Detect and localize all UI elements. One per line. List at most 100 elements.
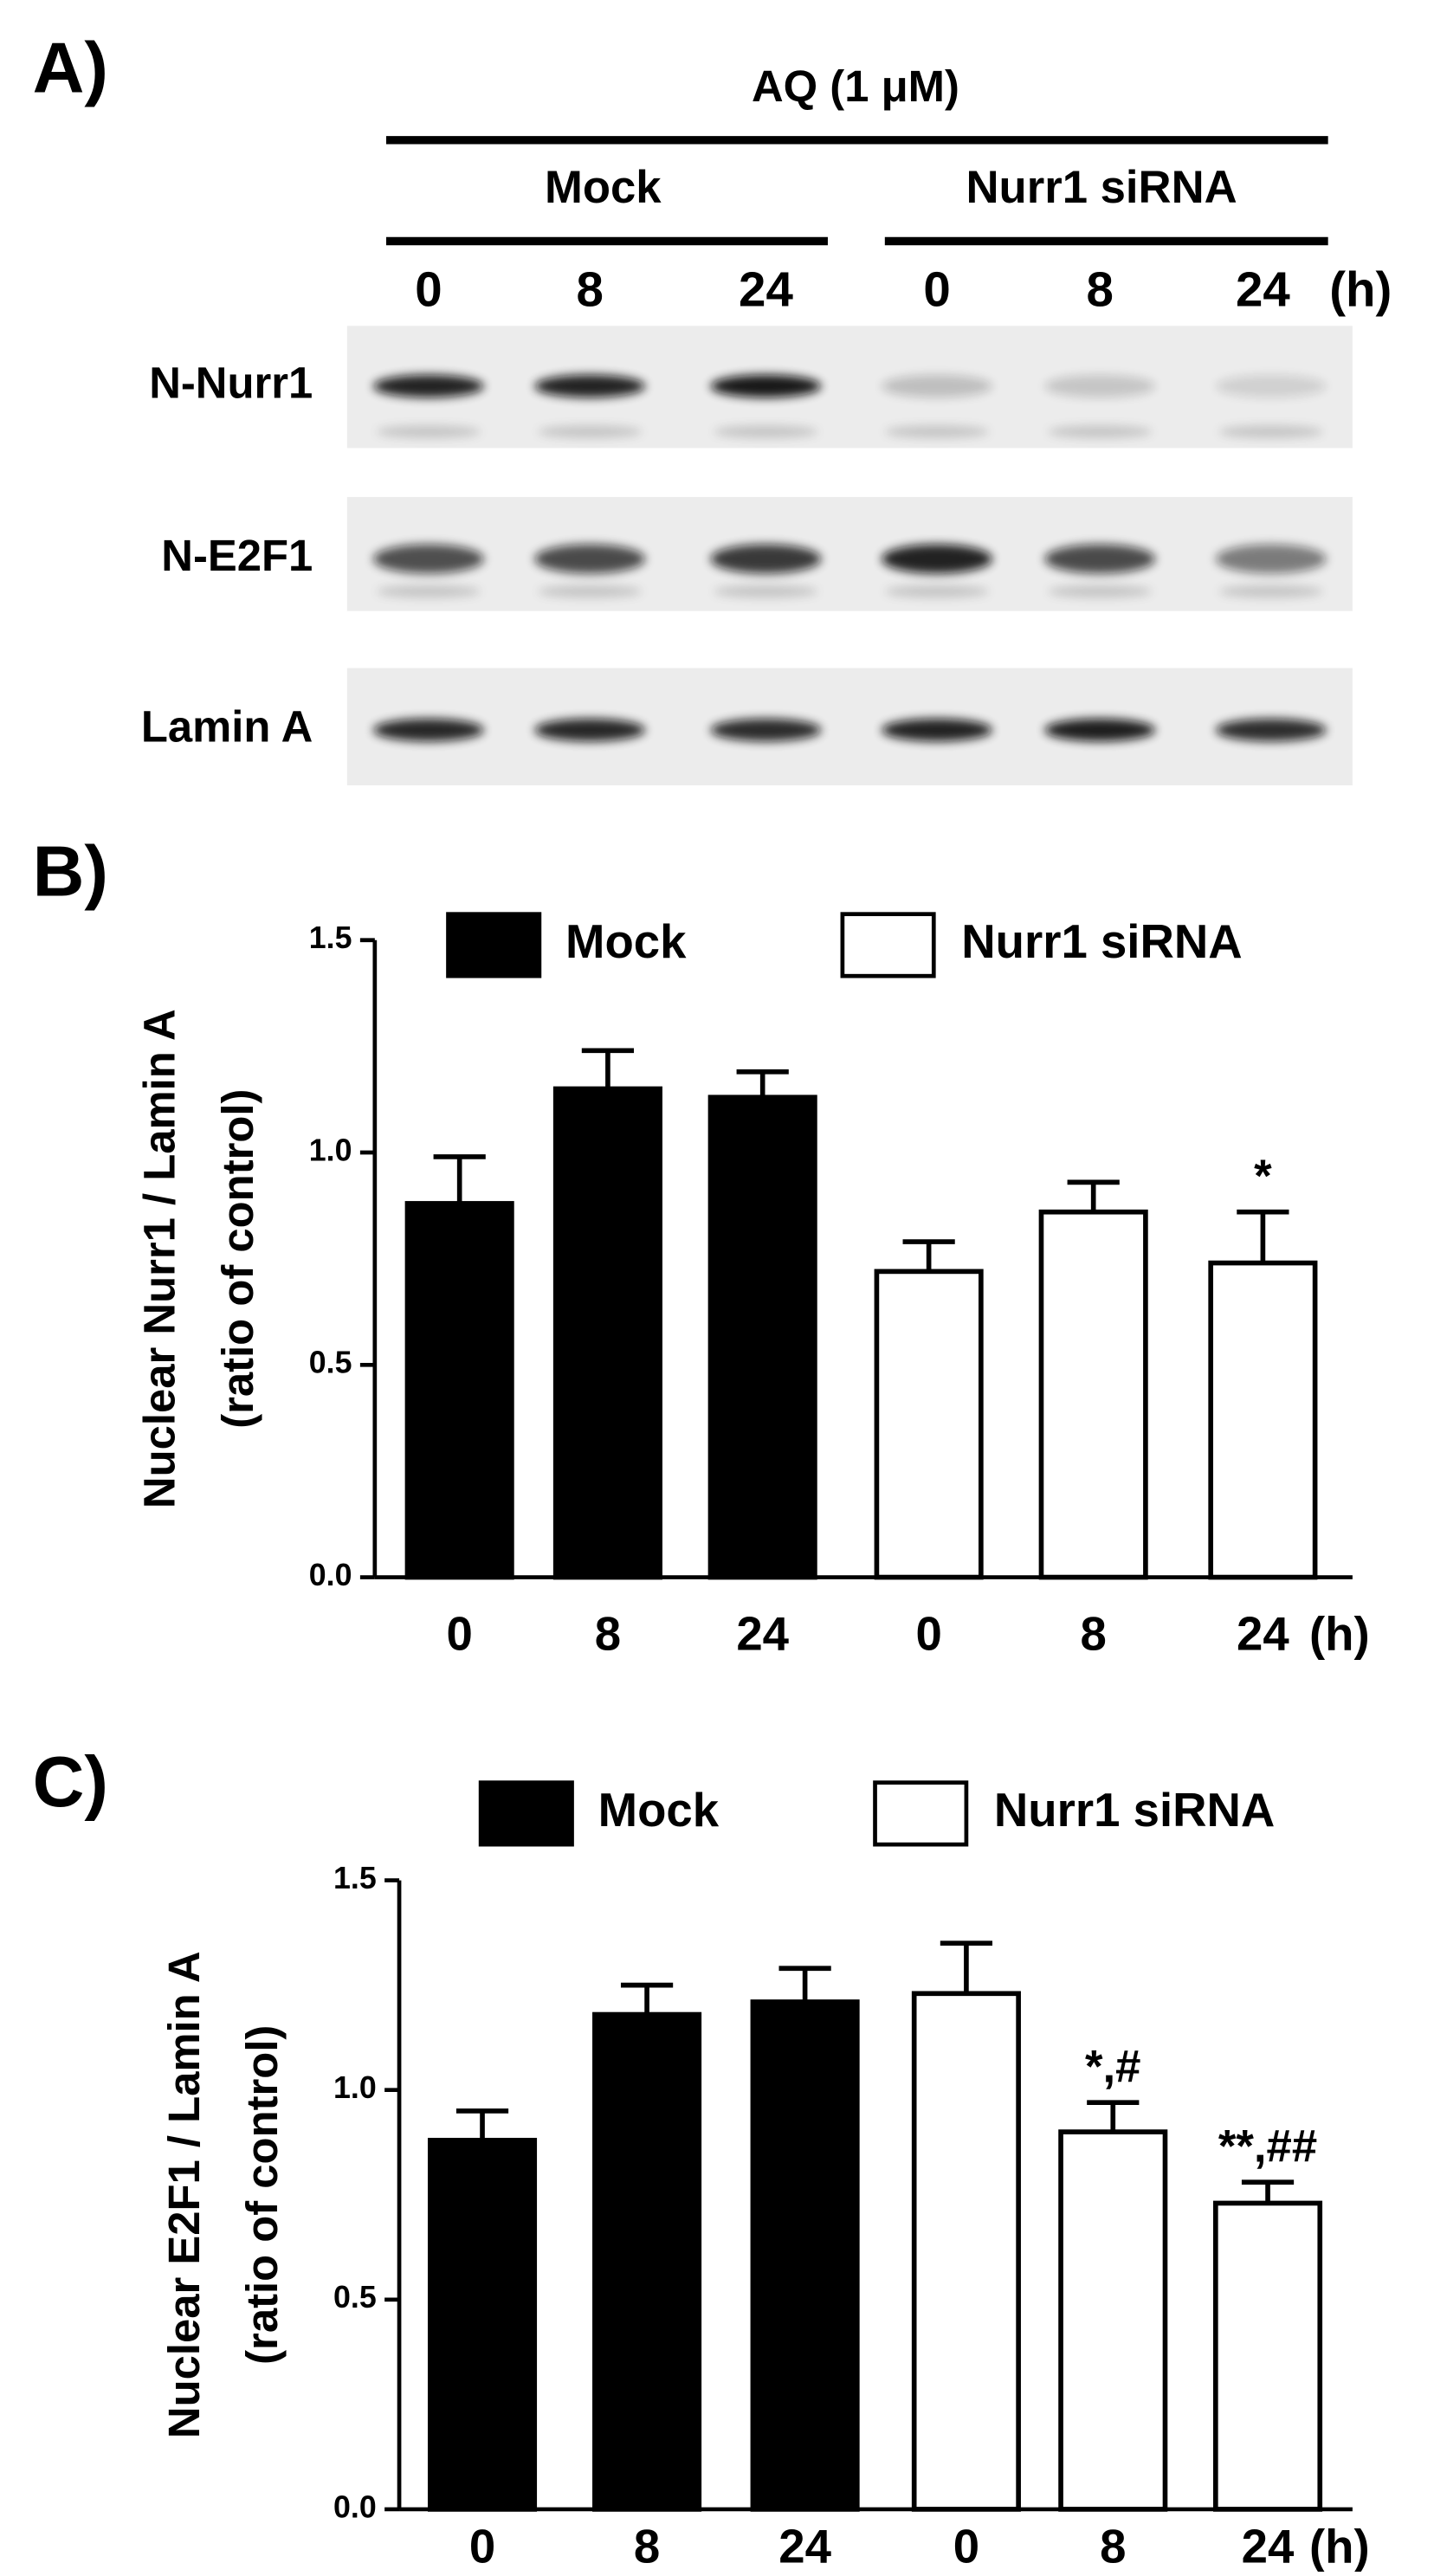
bar (427, 2137, 538, 2512)
bar (552, 1086, 662, 1580)
y-tick-label: 1.5 (333, 1861, 377, 1895)
y-tick-label: 1.0 (333, 2070, 377, 2105)
lane-time: 24 (1236, 262, 1290, 317)
lane-time: 0 (923, 262, 950, 317)
panel-label: A) (33, 28, 108, 108)
blot-band (1215, 718, 1327, 742)
legend-label: Mock (565, 915, 687, 968)
blot-band-faint (1047, 425, 1153, 439)
blot-band (882, 374, 993, 398)
lane-time: 0 (415, 262, 442, 317)
legend-swatch (873, 1780, 969, 1847)
blot-band (1044, 544, 1156, 574)
bar (1058, 2129, 1168, 2512)
blot-band (1215, 374, 1327, 398)
x-axis-label: (h) (1309, 2520, 1370, 2572)
group-label: Mock (545, 162, 662, 213)
y-axis-label: (ratio of control) (237, 2025, 287, 2365)
x-tick-label: 24 (1242, 2520, 1295, 2572)
group-label: Nurr1 siRNA (966, 162, 1237, 213)
blot-band (372, 544, 484, 574)
bar (592, 2011, 702, 2512)
y-axis-label: (ratio of control) (213, 1089, 262, 1429)
legend-swatch (840, 912, 936, 978)
blot-band (882, 718, 993, 742)
blot-band (1044, 718, 1156, 742)
legend-label: Mock (598, 1784, 720, 1837)
blot-background (346, 668, 1353, 786)
y-axis-label: Nuclear E2F1 / Lamin A (159, 1951, 209, 2438)
y-tick-label: 0.5 (309, 1346, 352, 1380)
blot-band-faint (376, 425, 481, 439)
blot-band-faint (714, 425, 818, 439)
x-tick-label: 24 (778, 2520, 831, 2572)
legend-label: Nurr1 siRNA (961, 915, 1242, 968)
y-tick-label: 1.0 (309, 1133, 352, 1167)
x-axis-label: (h) (1309, 1608, 1370, 1661)
bar (750, 1999, 860, 2512)
x-tick-label: 24 (736, 1608, 789, 1661)
blot-band-faint (884, 425, 990, 439)
y-axis-label: Nuclear Nurr1 / Lamin A (135, 1009, 184, 1508)
blot-row-label: Lamin A (141, 701, 313, 751)
lane-time: 8 (1087, 262, 1114, 317)
blot-band-faint (1218, 425, 1324, 439)
blot-band (1215, 544, 1327, 574)
x-tick-label: 0 (469, 2520, 495, 2572)
significance-label: * (1254, 1151, 1272, 1202)
blot-band-faint (714, 584, 818, 598)
panel-label: B) (33, 830, 108, 911)
blot-band (534, 374, 646, 398)
blot-background (346, 496, 1353, 611)
bar (404, 1201, 514, 1580)
y-tick-label: 0.5 (333, 2280, 377, 2315)
x-tick-label: 8 (595, 1608, 621, 1661)
x-tick-label: 0 (447, 1608, 473, 1661)
blot-band-faint (1047, 584, 1153, 598)
legend-label: Nurr1 siRNA (994, 1784, 1275, 1837)
blot-band (1044, 374, 1156, 398)
blot-band (372, 718, 484, 742)
bar (1212, 2200, 1323, 2512)
x-tick-label: 8 (1100, 2520, 1126, 2572)
significance-label: **,## (1218, 2121, 1317, 2172)
bar (911, 1991, 1021, 2512)
blot-background (346, 326, 1353, 449)
time-unit: (h) (1329, 262, 1392, 317)
blot-band (534, 718, 646, 742)
x-tick-label: 0 (915, 1608, 941, 1661)
legend-swatch (478, 1780, 574, 1847)
bar (874, 1269, 984, 1580)
blot-band-faint (376, 584, 481, 598)
lane-time: 24 (739, 262, 793, 317)
blot-band-faint (538, 584, 643, 598)
blot-band-faint (1218, 584, 1324, 598)
y-tick-label: 0.0 (333, 2489, 377, 2524)
legend-swatch (446, 912, 542, 978)
blot-band (710, 374, 822, 398)
blot-band (534, 544, 646, 574)
significance-label: *,# (1085, 2041, 1140, 2092)
blot-band-faint (884, 584, 990, 598)
bar (1038, 1209, 1148, 1580)
blot-band (710, 718, 822, 742)
treatment-label: AQ (1 μM) (752, 61, 959, 111)
blot-band-faint (538, 425, 643, 439)
x-tick-label: 8 (1081, 1608, 1107, 1661)
x-tick-label: 8 (634, 2520, 660, 2572)
x-tick-label: 0 (953, 2520, 979, 2572)
blot-band (882, 544, 993, 574)
blot-row-label: N-E2F1 (161, 531, 313, 580)
y-tick-label: 1.5 (309, 920, 352, 955)
bar (1208, 1260, 1318, 1580)
lane-time: 8 (577, 262, 604, 317)
bar (707, 1094, 817, 1580)
blot-band (710, 544, 822, 574)
y-tick-label: 0.0 (309, 1558, 352, 1592)
x-tick-label: 24 (1237, 1608, 1289, 1661)
panel-label: C) (33, 1741, 108, 1822)
blot-band (372, 374, 484, 398)
blot-row-label: N-Nurr1 (149, 358, 313, 407)
